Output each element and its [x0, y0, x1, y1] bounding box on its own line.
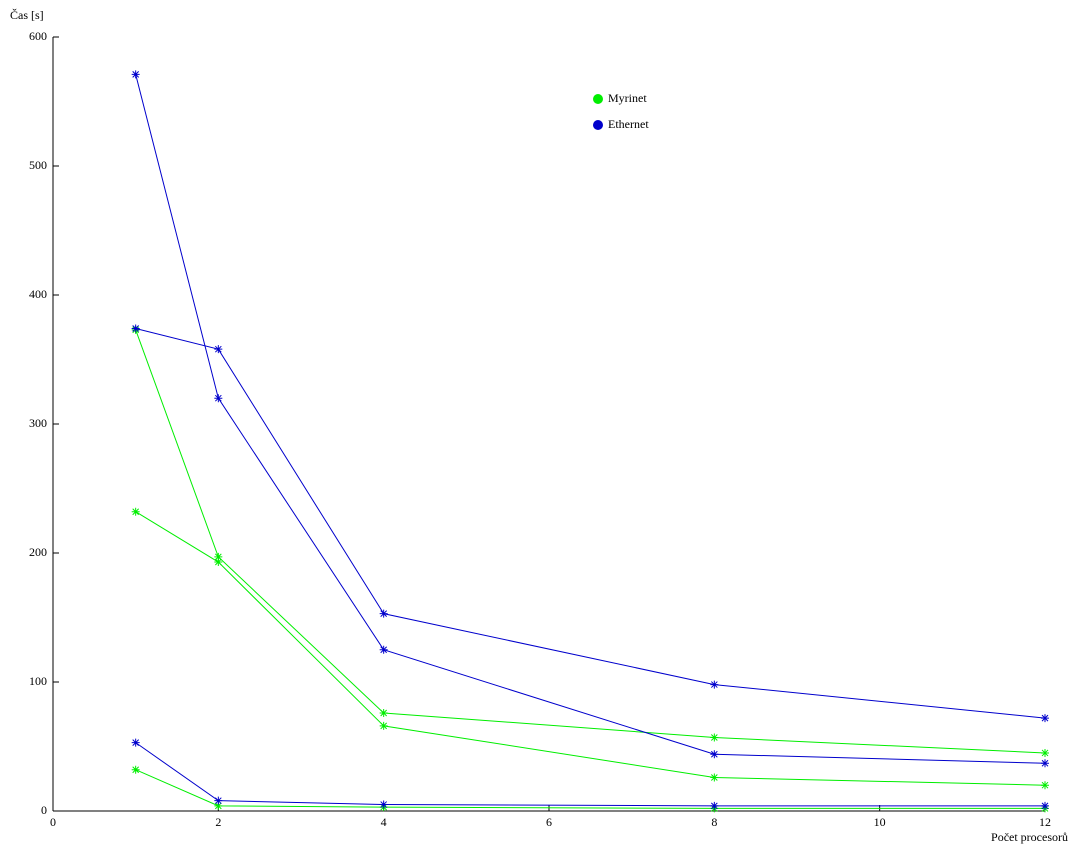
point-marker — [214, 394, 223, 403]
y-tick-label: 300 — [29, 416, 47, 430]
point-marker — [131, 738, 140, 747]
y-tick-label: 600 — [29, 29, 47, 43]
x-tick-label: 2 — [215, 815, 221, 829]
point-marker — [131, 70, 140, 79]
series-line — [135, 511, 1046, 786]
point-marker — [710, 801, 719, 810]
y-axis-label: Čas [s] — [10, 8, 44, 22]
series-line — [135, 742, 1045, 807]
point-marker — [379, 800, 388, 809]
point-marker — [214, 801, 223, 810]
x-tick-label: 0 — [50, 815, 56, 829]
point-marker — [1041, 801, 1049, 810]
legend-marker — [593, 94, 603, 104]
x-tick-label: 10 — [874, 815, 886, 829]
series-line — [135, 328, 1046, 719]
point-marker — [214, 552, 223, 561]
point-marker — [131, 324, 140, 333]
point-marker — [1041, 759, 1049, 768]
y-tick-label: 100 — [29, 674, 47, 688]
y-tick-label: 0 — [41, 803, 47, 817]
x-tick-label: 12 — [1039, 815, 1051, 829]
y-tick-label: 500 — [29, 158, 47, 172]
series-line — [135, 769, 1045, 809]
legend-label: Myrinet — [608, 91, 647, 105]
point-marker — [214, 796, 223, 805]
point-marker — [379, 721, 388, 730]
legend-marker — [593, 120, 603, 130]
point-marker — [710, 773, 719, 782]
point-marker — [710, 750, 719, 759]
point-marker — [379, 609, 388, 618]
y-tick-label: 200 — [29, 545, 47, 559]
point-marker — [379, 645, 388, 654]
x-axis-label: Počet procesorů — [991, 830, 1068, 844]
point-marker — [131, 765, 140, 774]
point-marker — [710, 680, 719, 689]
point-marker — [214, 345, 223, 354]
legend-label: Ethernet — [608, 117, 649, 131]
point-marker — [1041, 714, 1049, 723]
series-line — [135, 329, 1046, 754]
point-marker — [379, 708, 388, 717]
series-line — [135, 74, 1046, 764]
y-tick-label: 400 — [29, 287, 47, 301]
x-tick-label: 4 — [381, 815, 387, 829]
x-tick-label: 8 — [711, 815, 717, 829]
x-tick-label: 6 — [546, 815, 552, 829]
point-marker — [131, 507, 140, 516]
point-marker — [710, 733, 719, 742]
point-marker — [214, 558, 223, 567]
point-marker — [1041, 781, 1049, 790]
point-marker — [1041, 748, 1049, 757]
